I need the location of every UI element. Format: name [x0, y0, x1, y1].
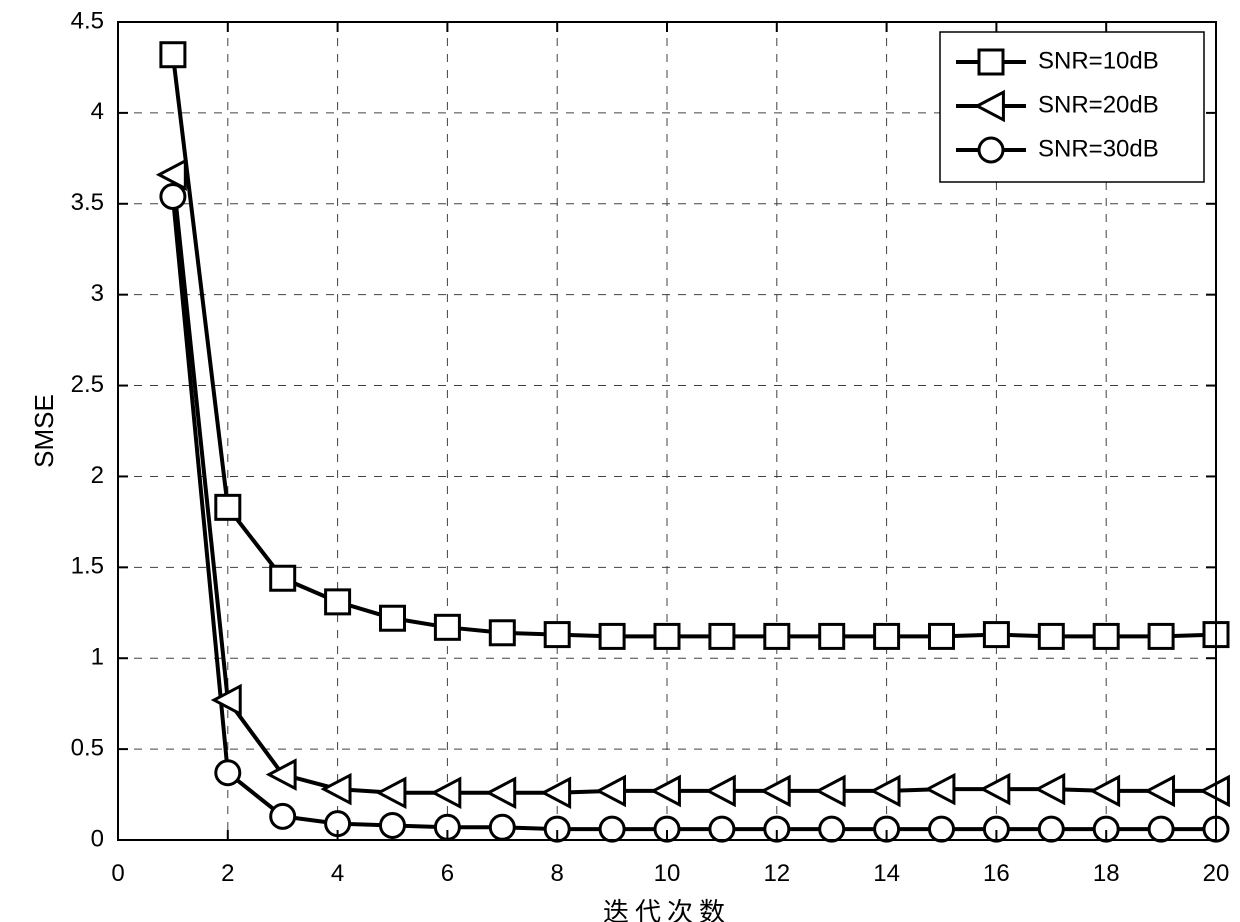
- series-marker: [873, 777, 899, 805]
- series-marker: [820, 624, 844, 648]
- x-tick-label: 18: [1093, 860, 1120, 887]
- series-marker: [1094, 624, 1118, 648]
- series-marker: [1092, 777, 1118, 805]
- series-marker: [710, 624, 734, 648]
- series-marker: [1039, 624, 1063, 648]
- y-tick-label: 3.5: [71, 189, 104, 216]
- legend-label: SNR=30dB: [1038, 135, 1159, 162]
- series-marker: [984, 623, 1008, 647]
- series-marker: [600, 817, 624, 841]
- series-marker: [269, 761, 295, 789]
- series-marker: [271, 804, 295, 828]
- x-tick-label: 2: [221, 860, 234, 887]
- series-marker: [930, 817, 954, 841]
- smse-chart: 0 2 4 6 8 10 12 14 16 18 20 0 0.5 1 1.5 2 2.5 3 3.5 4 4.5 迭代次…: [0, 0, 1240, 922]
- x-tick-label: 6: [441, 860, 454, 887]
- series-marker: [1039, 817, 1063, 841]
- series-line: [173, 175, 1216, 793]
- series-marker: [1147, 777, 1173, 805]
- series-marker: [216, 495, 240, 519]
- x-tick-label: 0: [111, 860, 124, 887]
- series-line: [173, 197, 1216, 830]
- y-tick-label: 3: [91, 280, 104, 307]
- y-tick-label: 4: [91, 98, 104, 125]
- series-marker: [983, 775, 1009, 803]
- series-marker: [928, 775, 954, 803]
- series-marker: [381, 606, 405, 630]
- series-marker: [326, 590, 350, 614]
- legend: SNR=10dB SNR=20dB SNR=30dB: [940, 32, 1204, 182]
- series-marker: [1149, 817, 1173, 841]
- x-tick-label: 20: [1203, 860, 1230, 887]
- series-marker: [161, 185, 185, 209]
- y-tick-label: 1: [91, 644, 104, 671]
- legend-marker: [979, 138, 1003, 162]
- series-marker: [710, 817, 734, 841]
- series-marker: [216, 761, 240, 785]
- y-tick-label: 0.5: [71, 734, 104, 761]
- x-tick-label: 14: [873, 860, 900, 887]
- x-tick-label: 16: [983, 860, 1010, 887]
- series-marker: [381, 813, 405, 837]
- series-marker: [598, 777, 624, 805]
- y-tick-label: 0: [91, 825, 104, 852]
- series-marker: [1149, 624, 1173, 648]
- x-tick-label: 8: [551, 860, 564, 887]
- series-marker: [489, 779, 515, 807]
- series-marker: [820, 817, 844, 841]
- series-marker: [600, 624, 624, 648]
- legend-label: SNR=20dB: [1038, 91, 1159, 118]
- series-marker: [271, 566, 295, 590]
- y-axis-label: SMSE: [29, 394, 59, 468]
- x-tick-label: 10: [654, 860, 681, 887]
- y-tick-label: 2: [91, 462, 104, 489]
- x-axis-label: 迭代次数: [603, 897, 731, 922]
- series-marker: [543, 779, 569, 807]
- series-marker: [379, 779, 405, 807]
- series-marker: [1038, 775, 1064, 803]
- legend-marker: [979, 50, 1003, 74]
- x-tick-label: 12: [763, 860, 790, 887]
- series-marker: [930, 624, 954, 648]
- series-marker: [434, 779, 460, 807]
- series-marker: [490, 815, 514, 839]
- x-tick-label: 4: [331, 860, 344, 887]
- series-marker: [655, 624, 679, 648]
- y-tick-label: 1.5: [71, 553, 104, 580]
- series-marker: [653, 777, 679, 805]
- y-tick-label: 2.5: [71, 371, 104, 398]
- series-marker: [875, 624, 899, 648]
- series-marker: [818, 777, 844, 805]
- series-marker: [490, 621, 514, 645]
- series-marker: [763, 777, 789, 805]
- series-marker: [435, 615, 459, 639]
- chart-container: 0 2 4 6 8 10 12 14 16 18 20 0 0.5 1 1.5 2 2.5 3 3.5 4 4.5 迭代次…: [0, 0, 1240, 922]
- series-marker: [545, 623, 569, 647]
- series-marker: [324, 775, 350, 803]
- legend-label: SNR=10dB: [1038, 47, 1159, 74]
- series-marker: [708, 777, 734, 805]
- series-marker: [161, 43, 185, 67]
- series-marker: [765, 624, 789, 648]
- y-tick-label: 4.5: [71, 7, 104, 34]
